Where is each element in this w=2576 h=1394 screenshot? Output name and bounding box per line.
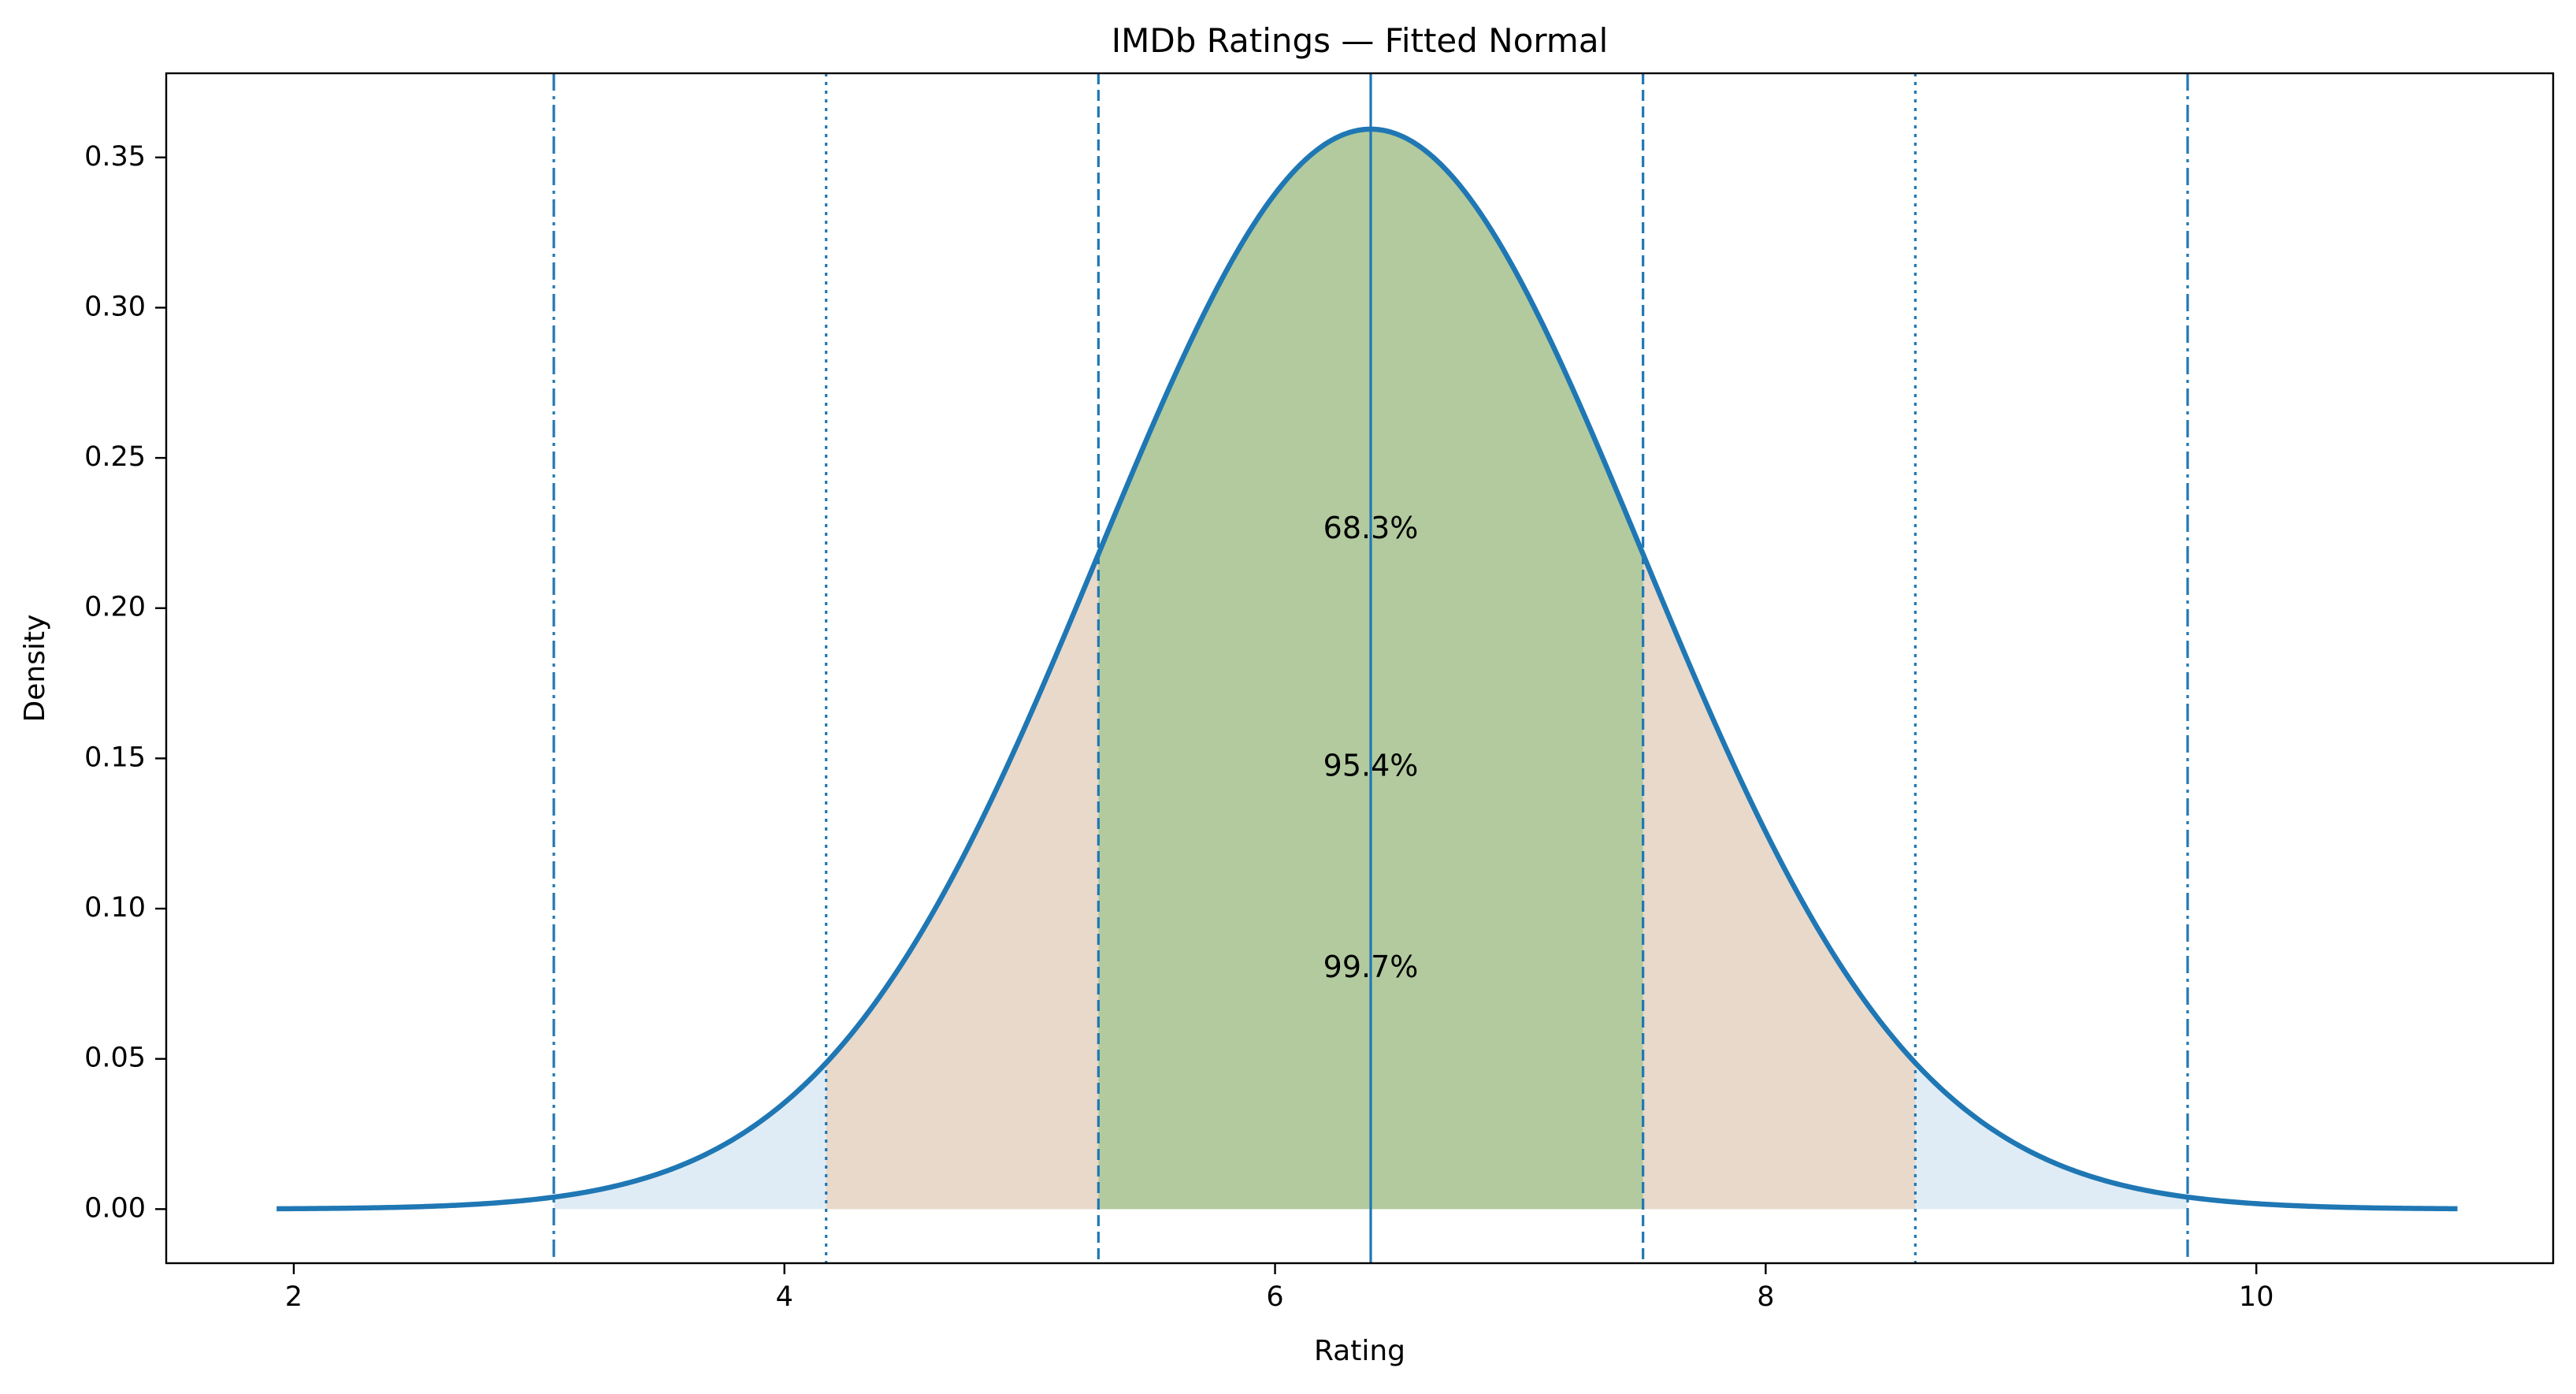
y-tick-label: 0.25 <box>84 441 146 473</box>
y-tick-label: 0.05 <box>84 1043 146 1074</box>
y-axis-ticks: 0.00 0.05 0.10 0.15 0.20 0.25 0.30 0.35 <box>84 141 166 1224</box>
x-axis-ticks: 2 4 6 8 10 <box>285 1263 2274 1313</box>
band-label-3sigma: 99.7% <box>1323 950 1419 984</box>
plot-frame <box>165 72 2555 1265</box>
y-axis-label: Density <box>19 615 51 723</box>
y-tick-label: 0.00 <box>84 1192 146 1224</box>
sigma-lines <box>552 73 2189 1263</box>
x-tick-label: 2 <box>285 1281 303 1313</box>
x-axis-label: Rating <box>1314 1335 1405 1367</box>
x-tick-label: 8 <box>1757 1281 1774 1313</box>
band-label-2sigma: 95.4% <box>1323 748 1419 782</box>
x-tick-label: 6 <box>1266 1281 1283 1313</box>
chart-title: IMDb Ratings — Fitted Normal <box>1112 21 1609 60</box>
band-label-1sigma: 68.3% <box>1323 511 1419 545</box>
y-tick-label: 0.15 <box>84 742 146 773</box>
curve-layer <box>277 126 2458 1212</box>
x-tick-label: 4 <box>776 1281 793 1313</box>
y-tick-label: 0.20 <box>84 592 146 623</box>
normal-curve <box>277 126 2458 1212</box>
y-tick-label: 0.30 <box>84 291 146 322</box>
y-tick-label: 0.10 <box>84 892 146 924</box>
band-labels: 99.7% 95.4% 68.3% <box>1323 511 1419 984</box>
x-tick-label: 10 <box>2239 1281 2274 1313</box>
y-tick-label: 0.35 <box>84 141 146 173</box>
